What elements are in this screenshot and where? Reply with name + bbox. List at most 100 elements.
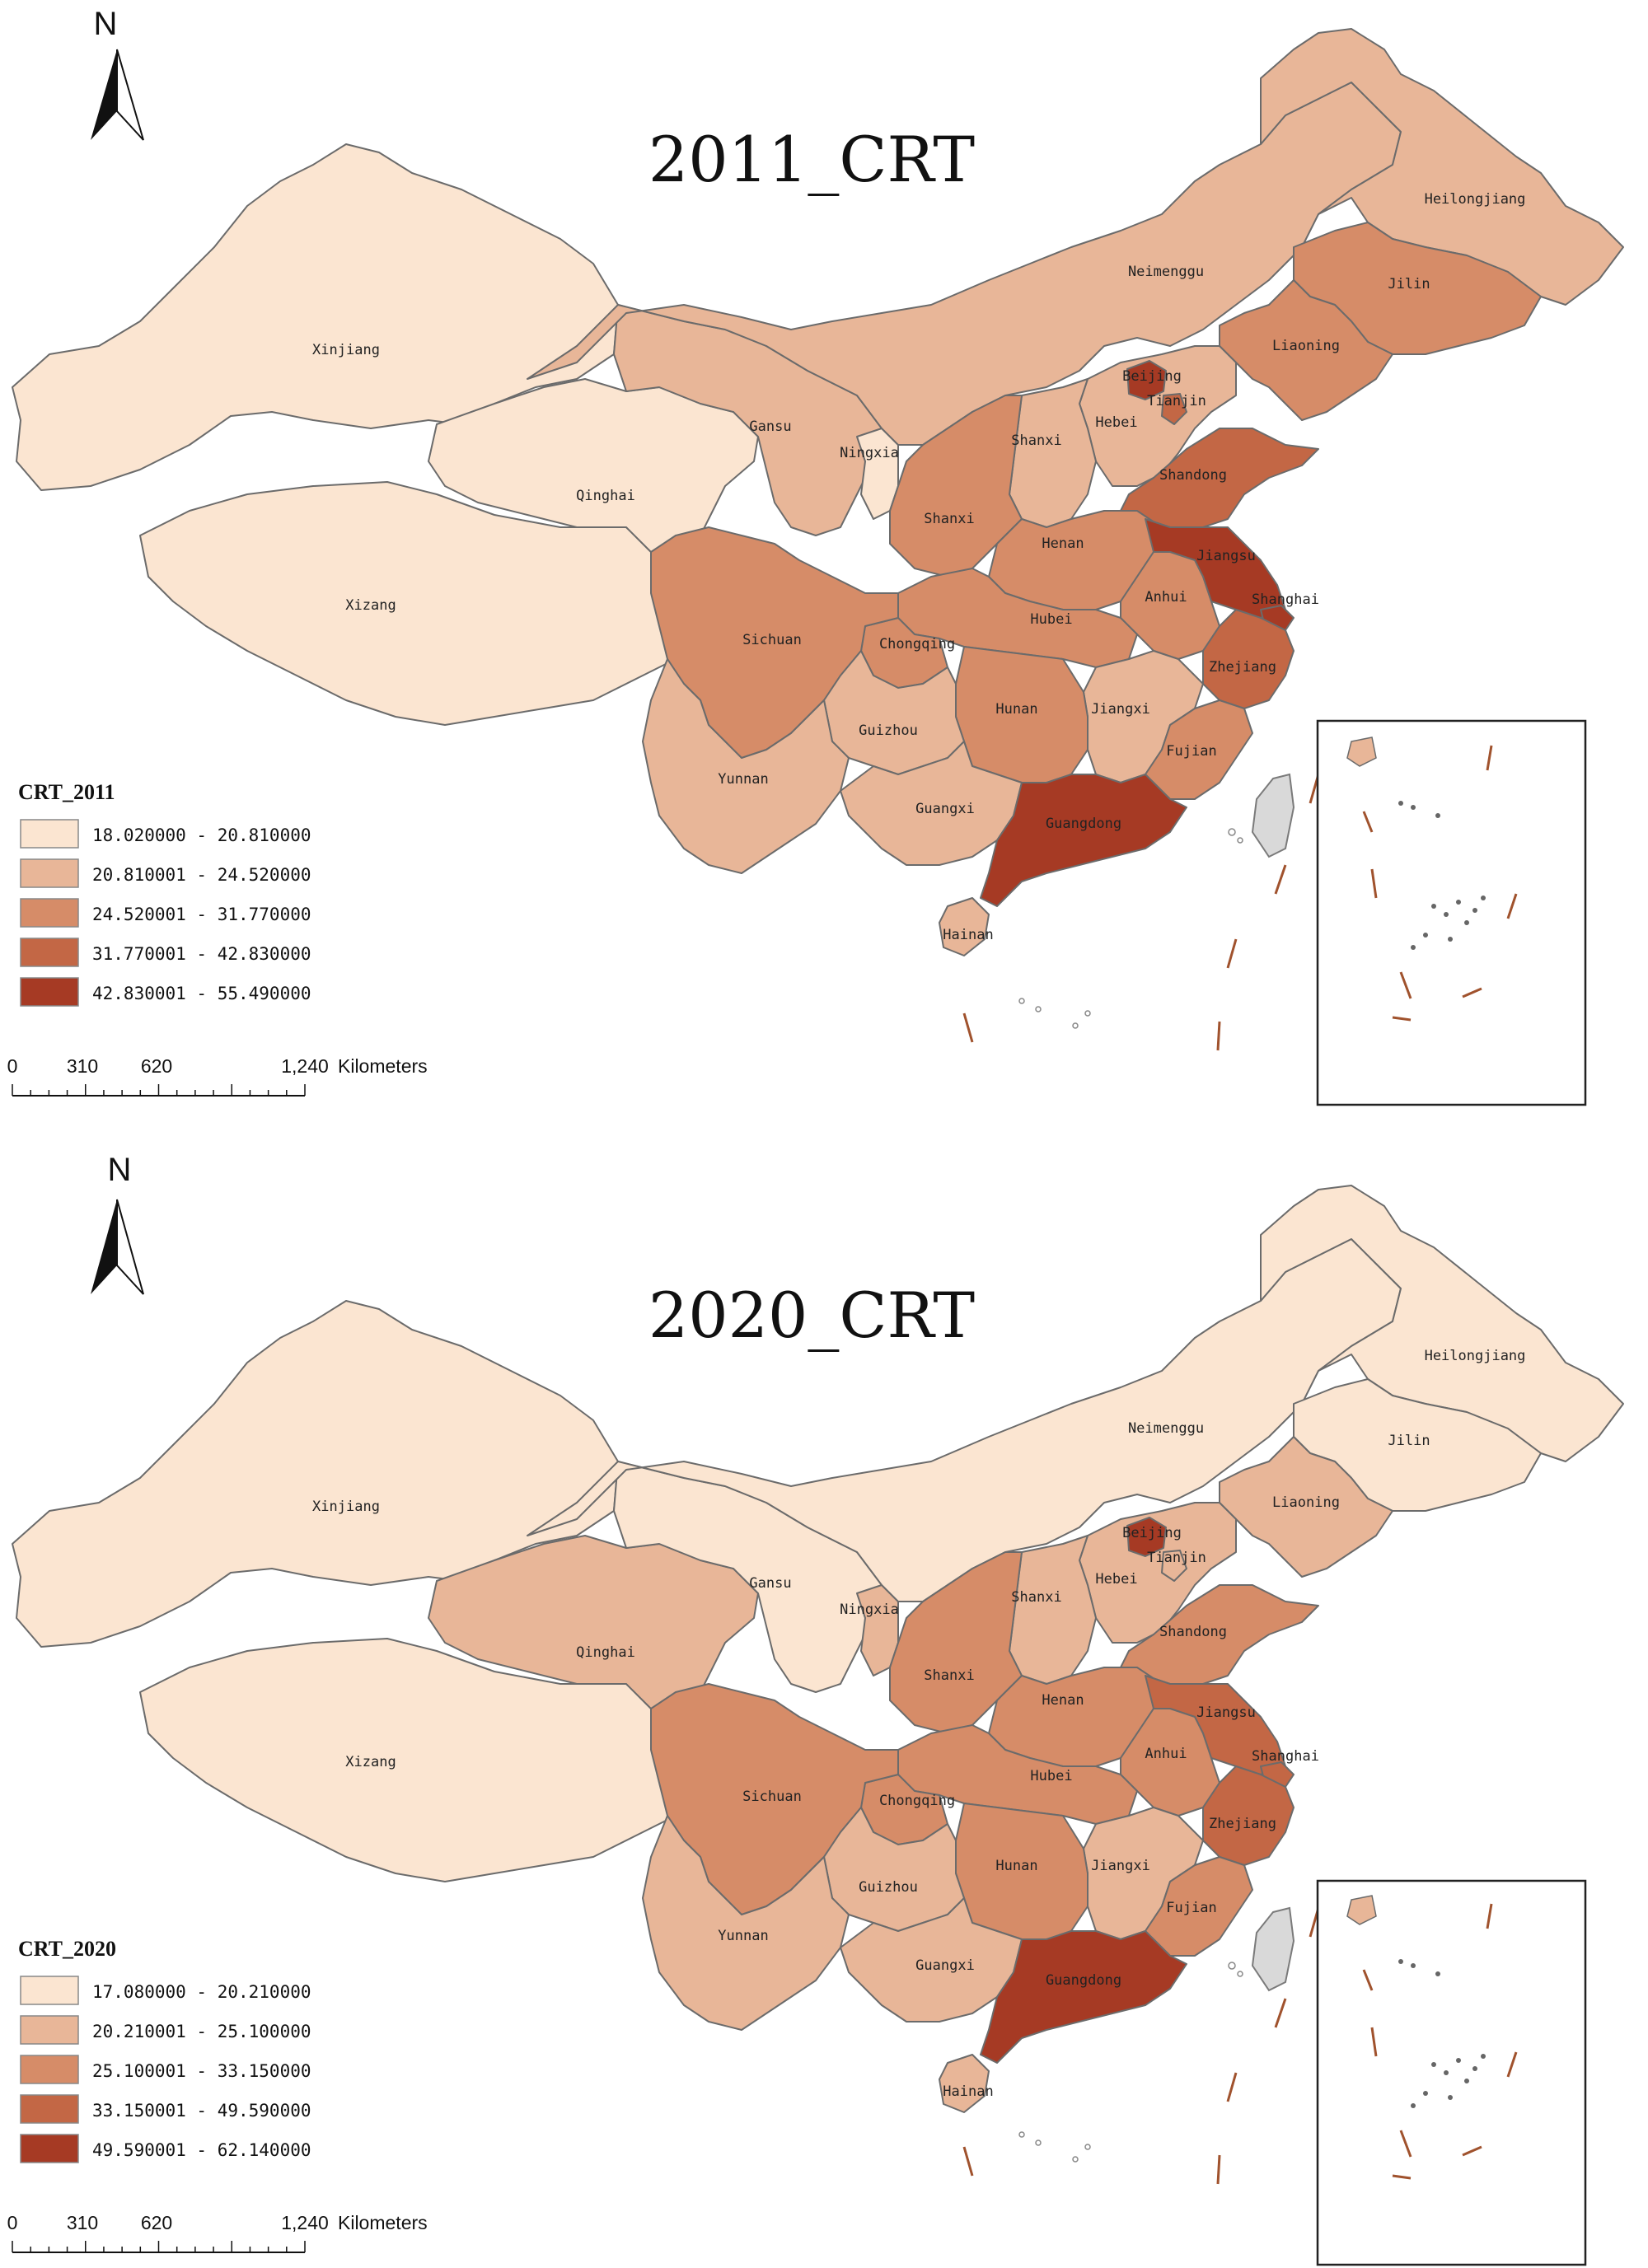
scale-bar-unit: Kilometers (338, 2212, 428, 2233)
province-label-guizhou: Guizhou (859, 722, 918, 739)
province-label-qinghai: Qinghai (576, 488, 635, 504)
legend-swatch (20, 898, 79, 928)
map-2020: N 2020_CRT Xinjiang Xizang Qinghai Gansu Nin… (7, 1152, 1624, 2266)
legend-swatch (20, 819, 79, 849)
province-label-shanghai: Shanghai (1252, 1748, 1319, 1765)
province-qinghai (428, 378, 759, 578)
north-arrow: N (91, 1152, 144, 1295)
province-label-gansu: Gansu (749, 1575, 791, 1592)
north-label: N (108, 1152, 132, 1188)
province-label-xinjiang: Xinjiang (312, 342, 380, 358)
map-title: 2020_CRT (648, 1279, 975, 1352)
province-guizhou (823, 650, 965, 775)
province-yunnan (642, 1815, 850, 2031)
north-arrow: N (91, 6, 144, 141)
scale-bar: 0 310 620 1,240 Kilometers (7, 2212, 428, 2253)
province-label-beijing: Beijing (1122, 1525, 1182, 1541)
province-label-jilin: Jilin (1388, 1433, 1430, 1449)
north-arrow-left-icon (91, 1199, 117, 1294)
province-label-shandong: Shandong (1159, 1624, 1227, 1640)
province-label-jiangxi: Jiangxi (1091, 701, 1150, 718)
province-label-liaoning: Liaoning (1272, 1494, 1340, 1511)
province-hubei (897, 1724, 1138, 1825)
province-label-hebei: Hebei (1095, 414, 1137, 431)
province-label-liaoning: Liaoning (1272, 338, 1340, 354)
inset-islands (1398, 801, 1486, 950)
scale-bar: 0 310 620 1,240 Kilometers (7, 1055, 428, 1097)
map-title: 2011_CRT (648, 123, 975, 196)
province-label-shandong: Shandong (1159, 467, 1227, 484)
province-guizhou (823, 1807, 965, 1932)
scale-bar-unit: Kilometers (338, 1055, 428, 1077)
province-label-fujian: Fujian (1166, 1900, 1216, 1916)
legend-swatch (20, 1976, 79, 2005)
province-label-guangxi: Guangxi (915, 801, 975, 817)
south-sea-islands (962, 1907, 1320, 2185)
scale-bar-label: 620 (141, 1055, 172, 1077)
province-label-chongqing: Chongqing (879, 1793, 955, 1809)
taiwan-island (1251, 1906, 1295, 1992)
inset-islands (1398, 1959, 1486, 2108)
legend-swatch (20, 2055, 79, 2084)
legend-title: CRT_2011 (18, 780, 115, 804)
province-label-fujian: Fujian (1166, 743, 1216, 760)
province-label-heilongjiang: Heilongjiang (1425, 191, 1526, 208)
province-label-guangxi: Guangxi (915, 1957, 975, 1974)
province-qinghai (428, 1535, 759, 1734)
province-label-sichuan: Sichuan (742, 1789, 802, 1805)
province-labels: Xinjiang Xizang Qinghai Gansu Ningxia Neimeng… (312, 1348, 1525, 2100)
south-sea-islands (962, 774, 1320, 1051)
province-label-neimenggu: Neimenggu (1128, 1420, 1204, 1437)
province-label-xizang: Xizang (345, 1754, 396, 1770)
province-label-henan: Henan (1042, 1692, 1084, 1709)
province-label-jiangxi: Jiangxi (1091, 1858, 1150, 1874)
province-tianjin (1161, 1550, 1187, 1582)
province-label-neimenggu: Neimenggu (1128, 264, 1204, 280)
scale-bar-label: 0 (7, 1055, 18, 1077)
taiwan-island (1251, 773, 1295, 858)
province-guangdong (980, 1930, 1187, 2064)
province-label-shanxi-s: Shanxi (924, 511, 974, 527)
province-label-sichuan: Sichuan (742, 632, 802, 648)
scale-bar-label: 310 (67, 1055, 98, 1077)
legend: CRT_2020 17.080000 - 20.210000 20.210001 … (18, 1937, 311, 2163)
north-label: N (94, 6, 118, 42)
province-label-heilongjiang: Heilongjiang (1425, 1348, 1526, 1364)
legend-range-label: 25.100001 - 33.150000 (92, 2061, 311, 2081)
legend-swatch (20, 2015, 79, 2045)
province-label-guizhou: Guizhou (859, 1879, 918, 1896)
province-label-shanxi-s: Shanxi (924, 1667, 974, 1684)
legend-swatch (20, 2134, 79, 2163)
province-label-beijing: Beijing (1122, 368, 1182, 385)
province-hainan (939, 2054, 990, 2113)
province-liaoning (1219, 1436, 1393, 1578)
legend-range-label: 33.150001 - 49.590000 (92, 2101, 311, 2121)
province-label-ningxia: Ningxia (840, 1602, 899, 1618)
province-labels: Xinjiang Xizang Qinghai Gansu Ningxia Neimeng… (312, 191, 1525, 943)
province-zhejiang (1202, 609, 1295, 709)
province-hainan (939, 897, 990, 956)
north-arrow-left-icon (91, 49, 117, 140)
province-label-hebei: Hebei (1095, 1571, 1137, 1588)
north-arrow-right-icon (116, 1199, 144, 1295)
province-label-jiangsu: Jiangsu (1196, 1705, 1256, 1721)
province-label-hubei: Hubei (1030, 611, 1072, 628)
legend: CRT_2011 18.020000 - 20.810000 20.810001 … (18, 780, 311, 1007)
province-label-henan: Henan (1042, 535, 1084, 552)
province-label-xizang: Xizang (345, 597, 396, 614)
legend-range-label: 18.020000 - 20.810000 (92, 825, 311, 845)
province-yunnan (642, 658, 850, 874)
legend-range-label: 24.520001 - 31.770000 (92, 905, 311, 924)
map-2011: N 2011_CRT Xinjiang Xizang Qinghai Gansu Nin… (7, 6, 1624, 1106)
province-beijing (1126, 360, 1167, 400)
province-liaoning (1219, 279, 1393, 421)
legend-range-label: 31.770001 - 42.830000 (92, 944, 311, 964)
legend-range-label: 20.210001 - 25.100000 (92, 2022, 311, 2041)
province-label-yunnan: Yunnan (718, 771, 768, 788)
province-layer (12, 1185, 1624, 2113)
province-label-xinjiang: Xinjiang (312, 1499, 380, 1515)
province-label-qinghai: Qinghai (576, 1644, 635, 1661)
province-label-jilin: Jilin (1388, 276, 1430, 292)
scale-bar-label: 1,240 (281, 1055, 329, 1077)
province-label-hainan: Hainan (943, 927, 993, 943)
